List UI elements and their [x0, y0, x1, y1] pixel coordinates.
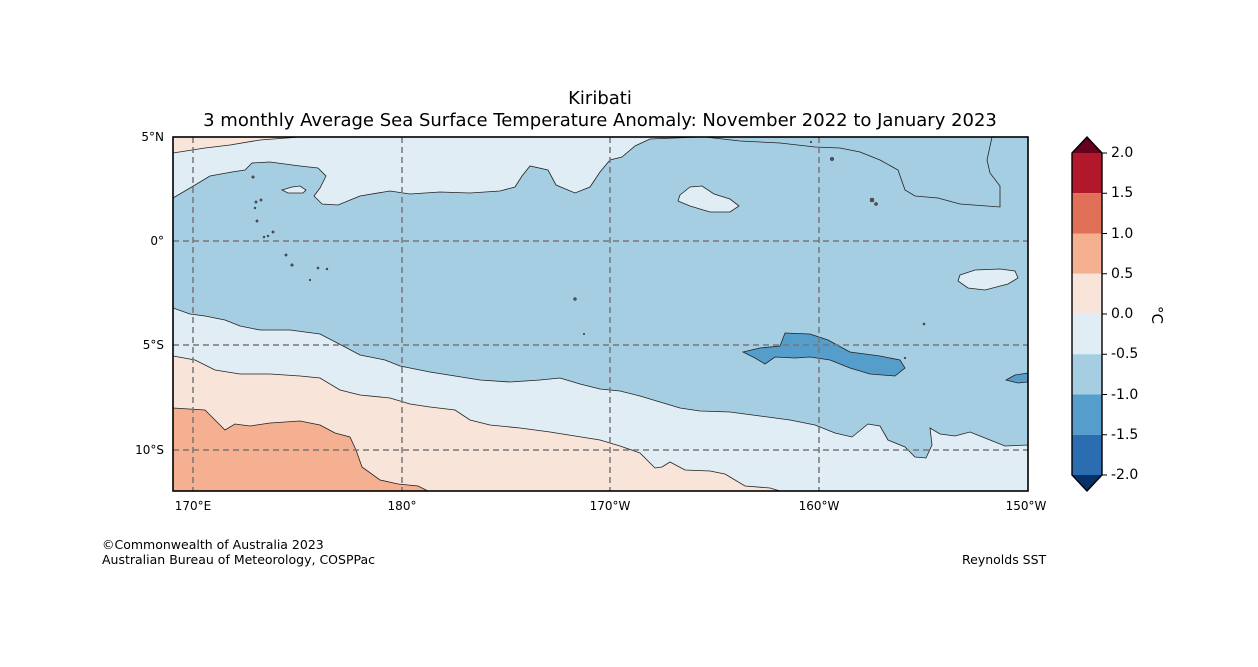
colorbar-label-0.5: 0.5 [1111, 266, 1134, 282]
colorbar-label-1.0: 1.0 [1111, 226, 1134, 242]
gridlines [173, 137, 1028, 491]
colorbar-label-minus0.5: -0.5 [1111, 346, 1139, 362]
map-subtitle: 3 monthly Average Sea Surface Temperatur… [203, 110, 997, 131]
patch-minus-0.5-to-0-central [677, 185, 740, 213]
copyright-text: ©Commonwealth of Australia 2023 [102, 537, 324, 552]
lon-tick-170w: 170°W [589, 499, 631, 513]
lat-tick-10s: 10°S [135, 443, 164, 457]
colorbar-bin-minus1.5-minus1.0 [1072, 394, 1102, 435]
colorbar-label-2.0: 2.0 [1111, 145, 1134, 161]
colorbar-bin-1.0-1.5 [1072, 193, 1102, 234]
lat-tick-5s: 5°S [142, 338, 164, 352]
colorbar-under-arrow [1072, 475, 1102, 491]
colorbar-label-1.5: 1.5 [1111, 185, 1134, 201]
map-frame [172, 136, 1029, 492]
agency-text: Australian Bureau of Meteorology, COSPPa… [102, 552, 375, 567]
lat-tick-0: 0° [150, 234, 164, 248]
colorbar-unit-label: °C [1147, 306, 1166, 324]
colorbar-label-0.0: 0.0 [1111, 306, 1134, 322]
patch-minus-0.5-to-0-west [280, 185, 307, 194]
band-minus-1-to-minus-0.5 [173, 137, 1028, 491]
colorbar-label-minus1.0: -1.0 [1111, 387, 1139, 403]
band-0.5-to-1-southwest [173, 407, 429, 491]
island-markers [251, 140, 926, 360]
band-0-to-0.5-north [173, 137, 301, 154]
colorbar-label-minus1.5: -1.5 [1111, 427, 1139, 443]
map-title: Kiribati [568, 88, 632, 109]
colorbar-bin-minus2.0-minus1.5 [1072, 434, 1102, 475]
colorbar-over-arrow [1072, 137, 1102, 153]
lon-tick-150w: 150°W [1005, 499, 1047, 513]
patch-minus-0.5-to-0-east [957, 268, 1019, 291]
colorbar-bin-minus1.0-minus0.5 [1072, 354, 1102, 395]
map-contours [173, 137, 1028, 491]
band-minus-1.5-to-minus-1-east [741, 332, 906, 377]
lon-tick-160w: 160°W [798, 499, 840, 513]
data-source-text: Reynolds SST [962, 552, 1047, 567]
colorbar-ticks [1102, 152, 1107, 476]
lon-tick-180: 180° [387, 499, 417, 513]
colorbar-bin-0.5-1.0 [1072, 233, 1102, 274]
colorbar-bin-0.0-0.5 [1072, 273, 1102, 314]
colorbar [1072, 137, 1102, 491]
colorbar-bin-minus0.5-0.0 [1072, 314, 1102, 355]
colorbar-label-minus2.0: -2.0 [1111, 467, 1139, 483]
band-minus-1.5-to-minus-1-edge [1004, 372, 1028, 384]
lat-tick-5n: 5°N [141, 130, 164, 144]
lon-tick-170e: 170°E [174, 499, 212, 513]
colorbar-bin-1.5-2.0 [1072, 153, 1102, 194]
